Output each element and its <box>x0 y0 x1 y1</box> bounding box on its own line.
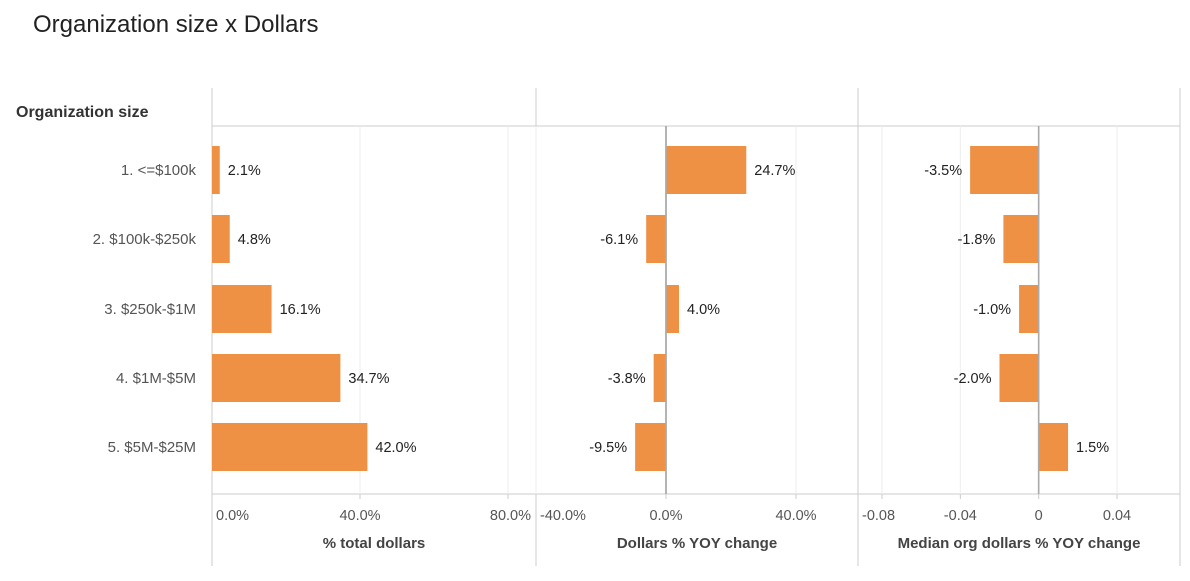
data-label: -2.0% <box>954 371 992 387</box>
data-label: -3.5% <box>924 163 962 179</box>
tick-label: 80.0% <box>490 508 531 524</box>
data-label: -3.8% <box>608 371 646 387</box>
tick-label: 0 <box>1035 508 1043 524</box>
bar <box>646 215 666 263</box>
bar <box>1038 423 1069 471</box>
tick-label: -0.04 <box>944 508 977 524</box>
axis-title: Median org dollars % YOY change <box>898 535 1141 552</box>
data-label: 34.7% <box>348 371 389 387</box>
bar <box>212 215 230 263</box>
bar <box>212 285 272 333</box>
tick-label: 40.0% <box>339 508 380 524</box>
data-label: 42.0% <box>375 440 416 456</box>
tick-label: 0.04 <box>1103 508 1131 524</box>
bar <box>653 354 666 402</box>
category-label: 3. $250k-$1M <box>104 301 196 318</box>
data-label: 16.1% <box>280 302 321 318</box>
axis-title: % total dollars <box>323 535 426 552</box>
bar <box>970 146 1039 194</box>
data-label: 4.0% <box>687 302 720 318</box>
bar <box>1019 285 1039 333</box>
data-label: -6.1% <box>600 232 638 248</box>
tick-label: 0.0% <box>649 508 682 524</box>
data-label: -1.8% <box>958 232 996 248</box>
data-label: -9.5% <box>589 440 627 456</box>
bar <box>635 423 666 471</box>
axis-title: Dollars % YOY change <box>617 535 777 552</box>
bar <box>212 423 368 471</box>
tick-label: 0.0% <box>216 508 249 524</box>
data-label: -1.0% <box>973 302 1011 318</box>
category-label: 5. $5M-$25M <box>108 439 196 456</box>
tick-label: -0.08 <box>862 508 895 524</box>
bar <box>212 354 341 402</box>
tick-label: 40.0% <box>775 508 816 524</box>
bar <box>999 354 1039 402</box>
category-label: 1. <=$100k <box>121 162 197 179</box>
chart-title: Organization size x Dollars <box>33 11 318 38</box>
data-label: 4.8% <box>238 232 271 248</box>
data-label: 24.7% <box>754 163 795 179</box>
row-header: Organization size <box>16 104 149 121</box>
data-label: 1.5% <box>1076 440 1109 456</box>
data-label: 2.1% <box>228 163 261 179</box>
tick-label: -40.0% <box>540 508 586 524</box>
category-label: 2. $100k-$250k <box>93 231 197 248</box>
bar <box>212 146 220 194</box>
category-label: 4. $1M-$5M <box>116 370 196 387</box>
bar <box>666 146 747 194</box>
bar <box>666 285 679 333</box>
bar <box>1003 215 1039 263</box>
